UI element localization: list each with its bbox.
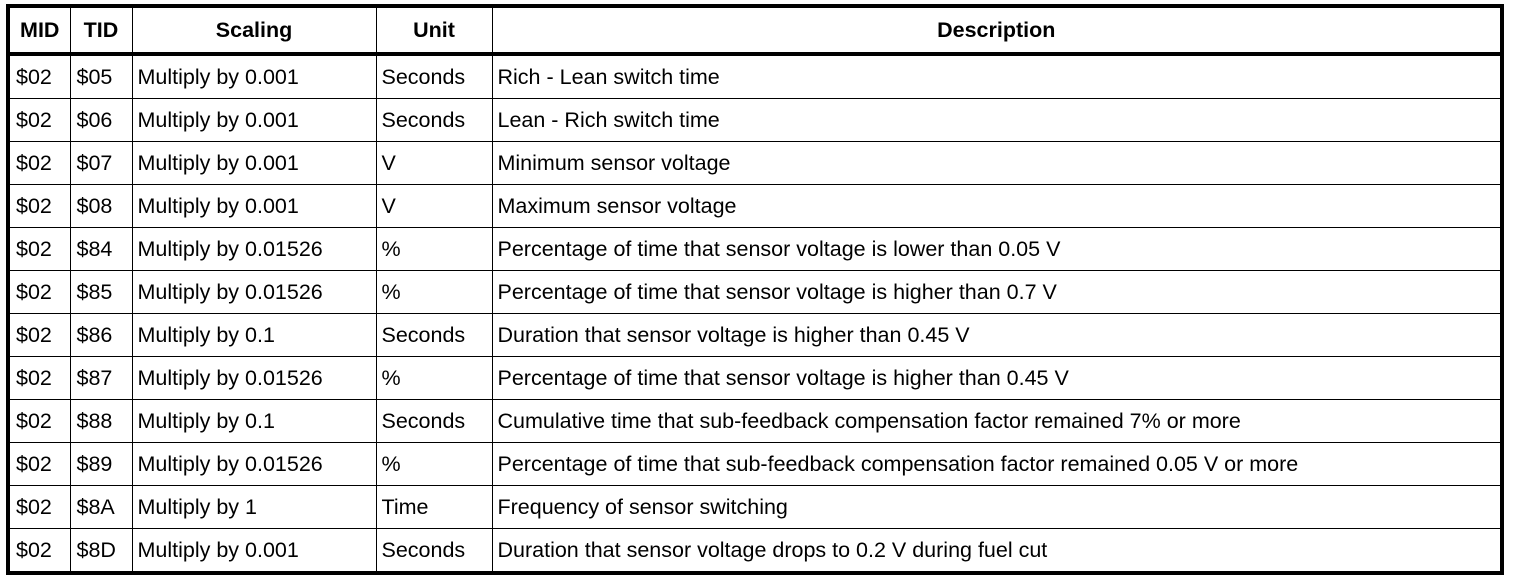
cell-tid: $86: [69, 313, 133, 357]
cell-description: Percentage of time that sensor voltage i…: [491, 356, 1504, 400]
cell-scaling: Multiply by 0.001: [131, 98, 377, 142]
table-row: $02 $06 Multiply by 0.001 Seconds Lean - Ric…: [6, 98, 1504, 142]
cell-scaling: Multiply by 0.1: [131, 313, 377, 357]
cell-unit: %: [375, 227, 493, 271]
cell-mid: $02: [6, 270, 71, 314]
cell-scaling: Multiply by 1: [131, 485, 377, 529]
cell-description: Frequency of sensor switching: [491, 485, 1504, 529]
cell-scaling: Multiply by 0.01526: [131, 356, 377, 400]
cell-tid: $88: [69, 399, 133, 443]
cell-unit: V: [375, 141, 493, 185]
table-row: $02 $07 Multiply by 0.001 V Minimum sensor v…: [6, 141, 1504, 185]
column-header-scaling: Scaling: [131, 5, 377, 56]
cell-mid: $02: [6, 227, 71, 271]
cell-mid: $02: [6, 399, 71, 443]
table-header: MID TID Scaling Unit Description: [6, 4, 1504, 56]
cell-mid: $02: [6, 485, 71, 529]
table-header-row: MID TID Scaling Unit Description: [6, 4, 1504, 56]
cell-scaling: Multiply by 0.01526: [131, 227, 377, 271]
cell-description: Percentage of time that sub-feedback com…: [491, 442, 1504, 486]
cell-unit: %: [375, 442, 493, 486]
cell-description: Duration that sensor voltage drops to 0.…: [491, 528, 1504, 575]
cell-scaling: Multiply by 0.01526: [131, 442, 377, 486]
cell-tid: $07: [69, 141, 133, 185]
cell-mid: $02: [6, 141, 71, 185]
cell-mid: $02: [6, 98, 71, 142]
cell-unit: Time: [375, 485, 493, 529]
cell-tid: $87: [69, 356, 133, 400]
cell-unit: Seconds: [375, 313, 493, 357]
cell-description: Lean - Rich switch time: [491, 98, 1504, 142]
cell-scaling: Multiply by 0.001: [131, 528, 377, 575]
cell-tid: $84: [69, 227, 133, 271]
cell-unit: Seconds: [375, 528, 493, 575]
column-header-tid: TID: [69, 5, 133, 56]
cell-mid: $02: [6, 528, 71, 575]
cell-mid: $02: [6, 53, 71, 99]
cell-mid: $02: [6, 442, 71, 486]
table-row: $02 $84 Multiply by 0.01526% Percentage of …: [6, 227, 1504, 271]
table-row: $02 $86 Multiply by 0.1 Seconds Duration tha…: [6, 313, 1504, 357]
cell-unit: %: [375, 356, 493, 400]
cell-description: Percentage of time that sensor voltage i…: [491, 270, 1504, 314]
table-body: $02 $05 Multiply by 0.001 Seconds Rich - Lea…: [6, 53, 1504, 575]
cell-unit: Seconds: [375, 53, 493, 99]
cell-unit: Seconds: [375, 399, 493, 443]
cell-tid: $06: [69, 98, 133, 142]
cell-unit: %: [375, 270, 493, 314]
column-header-mid: MID: [6, 4, 71, 56]
table-row: $02 $8D Multiply by 0.001 Seconds Duration t…: [6, 528, 1504, 575]
cell-description: Minimum sensor voltage: [491, 141, 1504, 185]
cell-unit: V: [375, 184, 493, 228]
cell-tid: $8A: [69, 485, 133, 529]
cell-unit: Seconds: [375, 98, 493, 142]
cell-tid: $05: [69, 53, 133, 99]
table-row: $02 $08 Multiply by 0.001 V Maximum sensor v…: [6, 184, 1504, 228]
table-row: $02 $87 Multiply by 0.01526% Percentage of …: [6, 356, 1504, 400]
cell-description: Rich - Lean switch time: [491, 53, 1504, 99]
cell-scaling: Multiply by 0.1: [131, 399, 377, 443]
cell-mid: $02: [6, 356, 71, 400]
monitor-id-scaling-table: MID TID Scaling Unit Description $02 $05 M…: [6, 4, 1504, 575]
table-row: $02 $89 Multiply by 0.01526% Percentage of …: [6, 442, 1504, 486]
table-row: $02 $05 Multiply by 0.001 Seconds Rich - Lea…: [6, 53, 1504, 99]
cell-scaling: Multiply by 0.01526: [131, 270, 377, 314]
table-row: $02 $8A Multiply by 1 Time Frequency of sens…: [6, 485, 1504, 529]
column-header-unit: Unit: [375, 5, 493, 56]
cell-tid: $89: [69, 442, 133, 486]
cell-scaling: Multiply by 0.001: [131, 184, 377, 228]
cell-description: Duration that sensor voltage is higher t…: [491, 313, 1504, 357]
cell-mid: $02: [6, 313, 71, 357]
cell-tid: $8D: [69, 528, 133, 575]
table-row: $02 $85 Multiply by 0.01526% Percentage of …: [6, 270, 1504, 314]
spec-table-container: MID TID Scaling Unit Description $02 $05 M…: [6, 4, 1504, 575]
column-header-description: Description: [491, 5, 1504, 56]
cell-scaling: Multiply by 0.001: [131, 141, 377, 185]
cell-description: Percentage of time that sensor voltage i…: [491, 227, 1504, 271]
cell-description: Cumulative time that sub-feedback compen…: [491, 399, 1504, 443]
cell-scaling: Multiply by 0.001: [131, 53, 377, 99]
cell-tid: $85: [69, 270, 133, 314]
cell-mid: $02: [6, 184, 71, 228]
cell-description: Maximum sensor voltage: [491, 184, 1504, 228]
table-row: $02 $88 Multiply by 0.1 Seconds Cumulative t…: [6, 399, 1504, 443]
cell-tid: $08: [69, 184, 133, 228]
